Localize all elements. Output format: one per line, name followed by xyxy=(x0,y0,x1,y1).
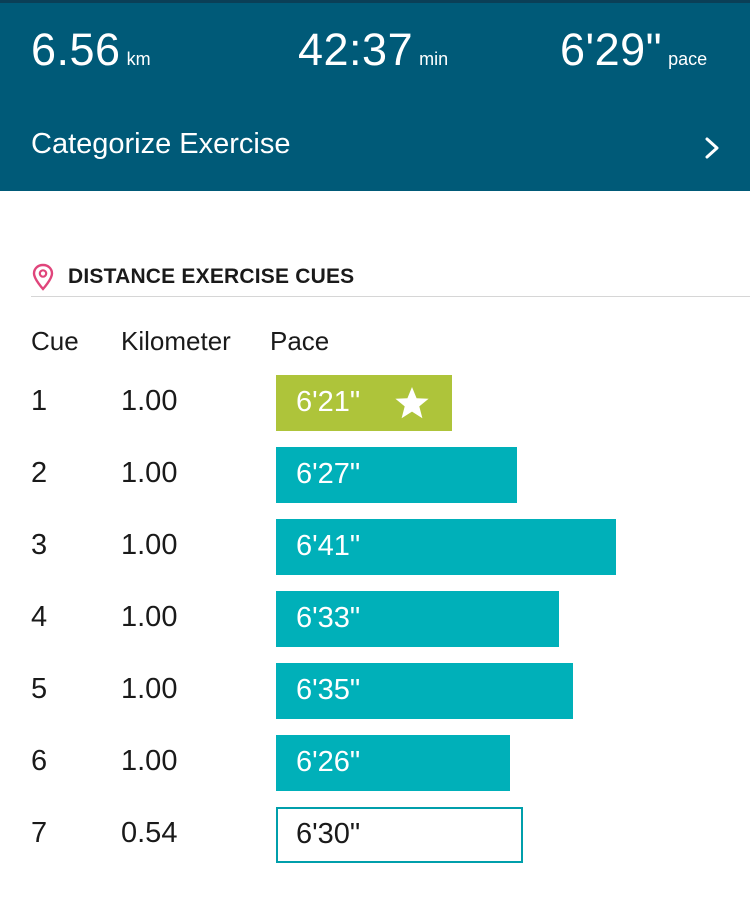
column-header-pace: Pace xyxy=(270,326,329,357)
distance-unit: km xyxy=(127,49,151,70)
cue-number: 5 xyxy=(31,673,47,706)
pace-bar: 6'35" xyxy=(276,663,573,719)
column-header-kilometer: Kilometer xyxy=(121,326,231,357)
cue-kilometer: 1.00 xyxy=(121,673,177,706)
pace-value: 6'21" xyxy=(296,386,360,419)
cue-kilometer: 1.00 xyxy=(121,601,177,634)
pace-bar-partial: 6'30" xyxy=(276,807,523,863)
cue-row: 5 1.00 6'35" xyxy=(0,663,750,719)
cue-number: 7 xyxy=(31,817,47,850)
pace-bar: 6'33" xyxy=(276,591,559,647)
section-header: DISTANCE EXERCISE CUES xyxy=(31,262,354,292)
cue-row: 4 1.00 6'33" xyxy=(0,591,750,647)
section-title: DISTANCE EXERCISE CUES xyxy=(68,265,354,289)
cue-number: 4 xyxy=(31,601,47,634)
pace-value: 6'27" xyxy=(296,458,360,491)
column-header-cue: Cue xyxy=(31,326,79,357)
workout-summary-header: 6.56 km 42:37 min 6'29" pace Categorize … xyxy=(0,0,750,191)
distance-stat: 6.56 km xyxy=(31,24,151,76)
pace-value: 6'33" xyxy=(296,602,360,635)
cue-number: 1 xyxy=(31,385,47,418)
cue-kilometer: 1.00 xyxy=(121,529,177,562)
cue-kilometer: 1.00 xyxy=(121,745,177,778)
cue-row: 6 1.00 6'26" xyxy=(0,735,750,791)
divider xyxy=(31,296,750,297)
status-bar-edge xyxy=(0,0,750,3)
cue-number: 6 xyxy=(31,745,47,778)
cue-row: 7 0.54 6'30" xyxy=(0,807,750,863)
cue-kilometer: 0.54 xyxy=(121,817,177,850)
cue-kilometer: 1.00 xyxy=(121,457,177,490)
pace-unit: pace xyxy=(668,49,707,70)
duration-value: 42:37 xyxy=(298,24,413,76)
location-pin-icon xyxy=(31,263,55,291)
cue-kilometer: 1.00 xyxy=(121,385,177,418)
distance-value: 6.56 xyxy=(31,24,121,76)
star-icon xyxy=(394,386,430,420)
pace-stat: 6'29" pace xyxy=(560,24,707,76)
cue-row: 3 1.00 6'41" xyxy=(0,519,750,575)
categorize-exercise-button[interactable]: Categorize Exercise xyxy=(0,118,750,178)
pace-bar: 6'41" xyxy=(276,519,616,575)
duration-unit: min xyxy=(419,49,448,70)
categorize-exercise-label: Categorize Exercise xyxy=(31,128,291,161)
chevron-right-icon xyxy=(702,136,724,160)
pace-value: 6'41" xyxy=(296,530,360,563)
pace-value: 6'29" xyxy=(560,24,662,76)
pace-value: 6'30" xyxy=(296,818,360,851)
cue-row: 2 1.00 6'27" xyxy=(0,447,750,503)
pace-bar: 6'27" xyxy=(276,447,517,503)
cue-number: 3 xyxy=(31,529,47,562)
duration-stat: 42:37 min xyxy=(298,24,448,76)
cue-number: 2 xyxy=(31,457,47,490)
cue-row: 1 1.00 6'21" xyxy=(0,375,750,431)
pace-bar: 6'26" xyxy=(276,735,510,791)
pace-value: 6'35" xyxy=(296,674,360,707)
pace-value: 6'26" xyxy=(296,746,360,779)
pace-bar-fastest: 6'21" xyxy=(276,375,452,431)
